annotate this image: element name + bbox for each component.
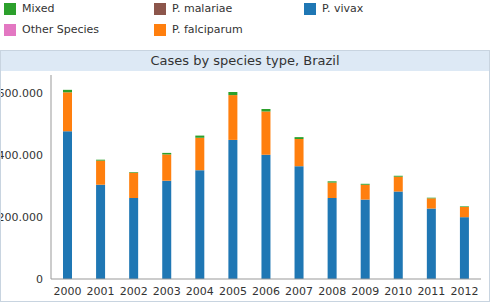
svg-text:2004: 2004 [186,285,214,298]
svg-text:2005: 2005 [219,285,247,298]
html-text:Other Species: Other Species [22,23,100,36]
svg-text:600.000: 600.000 [8,87,43,100]
html-text:Cases by species type, Brazil: Cases by species type, Brazil [150,53,340,68]
svg-text:400.000: 400.000 [8,149,43,162]
svg-text:2008: 2008 [318,285,346,298]
svg-text:2012: 2012 [450,285,478,298]
html-text:P. vivax: P. vivax [322,2,364,15]
svg-text:2000: 2000 [54,285,82,298]
svg-text:200.000: 200.000 [8,211,43,224]
svg-text:2007: 2007 [285,285,313,298]
svg-text:2010: 2010 [384,285,412,298]
svg-text:2009: 2009 [351,285,379,298]
svg-text:0: 0 [36,273,43,286]
svg-text:2006: 2006 [252,285,280,298]
svg-text:2001: 2001 [87,285,115,298]
svg-text:2002: 2002 [120,285,148,298]
html-text:P. malariae: P. malariae [172,2,233,15]
svg-text:2003: 2003 [153,285,181,298]
html-text:Mixed: Mixed [22,2,55,15]
svg-text:2011: 2011 [417,285,445,298]
html-text:P. falciparum: P. falciparum [172,23,243,36]
